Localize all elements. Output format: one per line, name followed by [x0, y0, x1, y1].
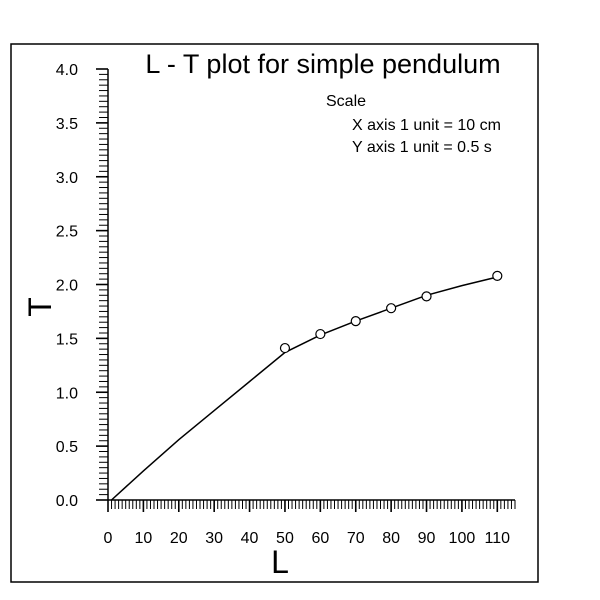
- scale-line-x: X axis 1 unit = 10 cm: [352, 117, 501, 134]
- scale-annotation: Scale X axis 1 unit = 10 cm Y axis 1 uni…: [326, 93, 501, 156]
- chart-frame: [10, 43, 539, 583]
- y-tick-label: 1.0: [56, 385, 78, 402]
- x-tick-label: 70: [347, 530, 365, 547]
- y-tick-label: 0.0: [56, 493, 78, 510]
- series-line: [110, 276, 498, 501]
- x-tick-label: 90: [418, 530, 436, 547]
- x-tick-label: 80: [382, 530, 400, 547]
- chart-title: L - T plot for simple pendulum: [145, 49, 500, 79]
- x-tick-label: 50: [276, 530, 294, 547]
- plot-area: [110, 270, 503, 501]
- x-tick-label: 40: [241, 530, 259, 547]
- x-tick-label: 10: [134, 530, 152, 547]
- y-ticks: 0.0 0.5 1.0 1.5 2.0 2.5 3.0 3.5 4.0: [56, 62, 108, 510]
- y-tick-label: 3.0: [56, 170, 78, 187]
- y-tick-label: 2.5: [56, 224, 78, 241]
- data-point: [386, 303, 397, 314]
- y-tick-label: 2.0: [56, 278, 78, 295]
- scale-heading: Scale: [326, 93, 366, 110]
- y-tick-label: 1.5: [56, 331, 78, 348]
- data-point: [492, 270, 503, 281]
- x-tick-label: 0: [104, 530, 113, 547]
- data-point: [350, 316, 361, 327]
- y-tick-label: 4.0: [56, 62, 78, 79]
- y-tick-label: 3.5: [56, 116, 78, 133]
- x-tick-label: 60: [311, 530, 329, 547]
- data-point: [279, 342, 291, 354]
- data-point: [315, 328, 326, 340]
- x-ticks: 0 10 20 30 40 50 60 70 80 90 100 110: [104, 500, 516, 547]
- data-point: [421, 291, 432, 302]
- y-axis-label: T: [22, 297, 58, 317]
- x-tick-label: 100: [449, 530, 476, 547]
- x-axis-label: L: [271, 544, 289, 580]
- scale-line-y: Y axis 1 unit = 0.5 s: [352, 139, 492, 156]
- x-tick-label: 110: [485, 530, 511, 547]
- x-tick-label: 20: [170, 530, 188, 547]
- y-tick-label: 0.5: [56, 439, 78, 456]
- x-tick-label: 30: [205, 530, 223, 547]
